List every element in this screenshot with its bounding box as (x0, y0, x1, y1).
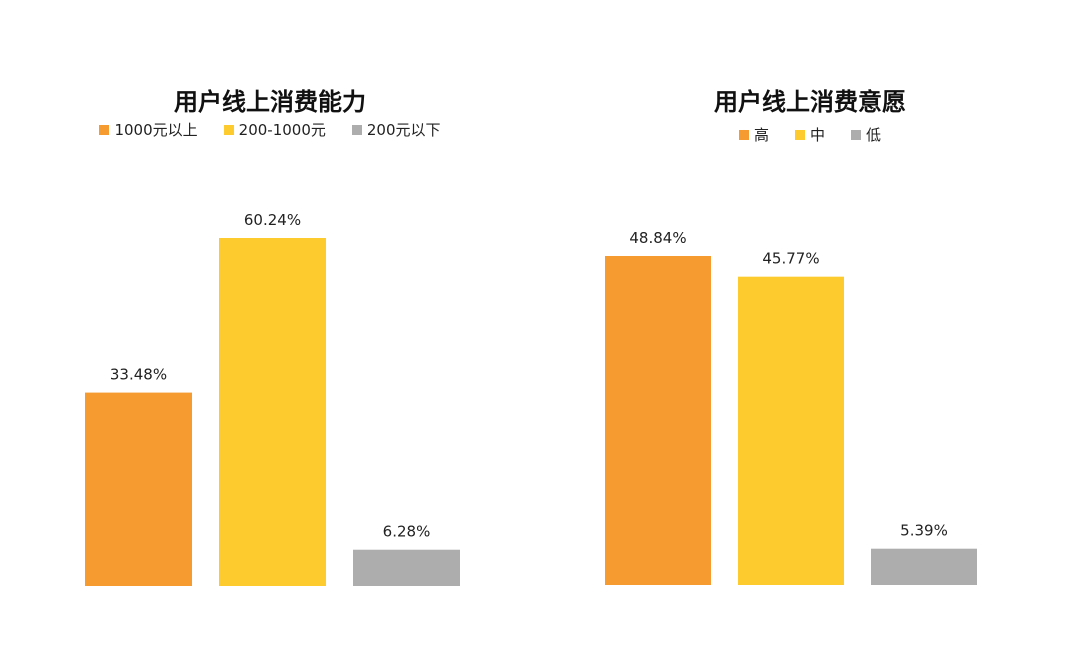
data-label: 45.77% (762, 250, 819, 268)
legend-swatch (794, 129, 805, 140)
legend-swatch (851, 129, 861, 140)
bar-1 (85, 392, 192, 586)
legend-label: 低 (866, 126, 882, 144)
legend-swatch (223, 124, 234, 135)
data-label: 5.39% (900, 522, 948, 540)
legend-item: 中 (794, 124, 825, 145)
data-label: 33.48% (110, 366, 167, 384)
chart-legend: 高 中 低 (540, 124, 1080, 145)
legend-item: 1000元以上 (99, 119, 198, 140)
chart-title: 用户线上消费意愿 (714, 88, 906, 116)
chart-consumption-willingness: 用户线上消费意愿 高 中 低 48.84% 45.77% 5.39% (540, 0, 1080, 659)
bar-3 (871, 548, 977, 585)
chart-title: 用户线上消费能力 (174, 88, 366, 116)
legend-item: 高 (738, 124, 769, 145)
bar-1 (605, 256, 711, 585)
data-label: 6.28% (383, 523, 431, 541)
legend-item: 200元以下 (351, 119, 441, 140)
data-label: 48.84% (629, 229, 686, 247)
data-label: 60.24% (244, 211, 301, 229)
legend-item: 200-1000元 (223, 119, 326, 140)
bar-plot: 33.48% 60.24% 6.28% (85, 211, 460, 586)
chart-legend: 1000元以上 200-1000元 200元以下 (0, 119, 540, 140)
legend-label: 中 (809, 126, 825, 144)
legend-swatch (99, 124, 110, 135)
legend-swatch (738, 129, 749, 140)
legend-label: 高 (753, 126, 769, 144)
legend-item: 低 (851, 124, 881, 145)
legend-label: 1000元以上 (114, 121, 198, 139)
legend-swatch (351, 124, 362, 135)
bar-2 (219, 238, 326, 586)
chart-consumption-ability: 用户线上消费能力 1000元以上 200-1000元 200元以下 33.48%… (0, 88, 540, 586)
legend-label: 200-1000元 (238, 121, 326, 139)
bar-3 (353, 549, 460, 586)
legend-label: 200元以下 (366, 121, 441, 139)
bar-2 (738, 276, 844, 585)
bar-plot: 48.84% 45.77% 5.39% (605, 229, 977, 585)
